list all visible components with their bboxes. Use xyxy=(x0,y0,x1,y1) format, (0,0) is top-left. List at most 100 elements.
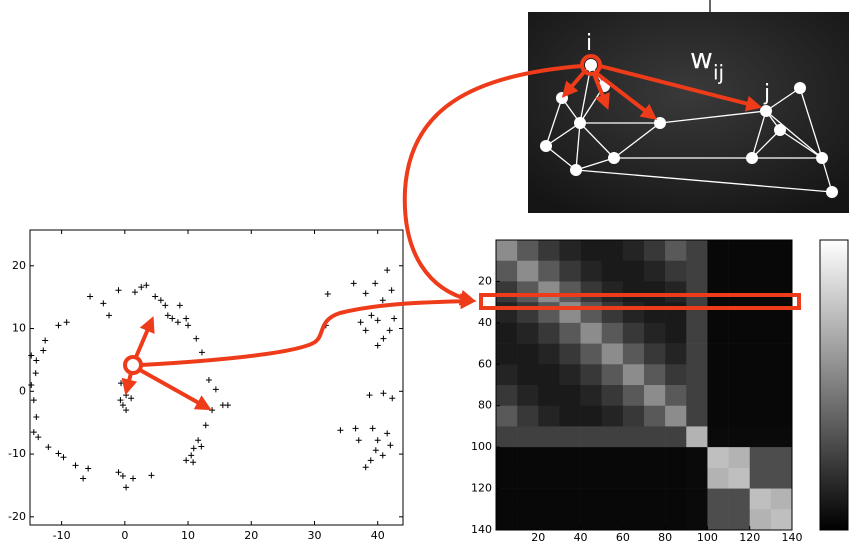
cell xyxy=(538,323,559,344)
point xyxy=(40,348,46,354)
point xyxy=(85,466,91,472)
cell xyxy=(517,426,538,447)
cell xyxy=(559,468,580,489)
cell xyxy=(496,509,517,530)
cell xyxy=(665,426,686,447)
cell xyxy=(581,240,602,261)
cell xyxy=(623,323,644,344)
point xyxy=(31,429,37,435)
cell xyxy=(623,240,644,261)
point xyxy=(61,454,67,460)
point xyxy=(177,302,183,308)
cell xyxy=(517,385,538,406)
cell xyxy=(771,509,792,530)
cell xyxy=(707,406,728,427)
point xyxy=(195,437,201,443)
cell xyxy=(581,468,602,489)
point xyxy=(42,337,48,343)
cell xyxy=(750,385,771,406)
cell xyxy=(602,364,623,385)
cell xyxy=(538,489,559,510)
cell xyxy=(623,468,644,489)
cell xyxy=(559,364,580,385)
point xyxy=(35,434,41,440)
point xyxy=(375,342,381,348)
cell xyxy=(644,364,665,385)
x-tick-label: 40 xyxy=(574,531,588,543)
point xyxy=(337,427,343,433)
cell xyxy=(538,509,559,530)
cell xyxy=(729,240,750,261)
cell xyxy=(581,385,602,406)
cell xyxy=(496,302,517,323)
point xyxy=(209,407,215,413)
cell xyxy=(623,302,644,323)
cell xyxy=(707,323,728,344)
cell xyxy=(686,344,707,365)
cell xyxy=(686,489,707,510)
cell xyxy=(707,240,728,261)
cell xyxy=(602,261,623,282)
y-tick-label: -10 xyxy=(8,447,26,460)
cell xyxy=(750,240,771,261)
cell xyxy=(707,489,728,510)
cell xyxy=(644,406,665,427)
cell xyxy=(729,302,750,323)
point xyxy=(123,484,129,490)
cell xyxy=(559,302,580,323)
point xyxy=(358,319,364,325)
cell xyxy=(581,406,602,427)
cell xyxy=(496,323,517,344)
cell xyxy=(686,509,707,530)
point xyxy=(380,297,386,303)
cell xyxy=(517,468,538,489)
cell xyxy=(538,447,559,468)
x-tick-label: -10 xyxy=(53,529,71,542)
cell xyxy=(686,302,707,323)
cell xyxy=(538,281,559,302)
cell xyxy=(602,240,623,261)
cell xyxy=(750,406,771,427)
cell xyxy=(729,509,750,530)
cell xyxy=(750,447,771,468)
cell xyxy=(686,261,707,282)
cell xyxy=(496,426,517,447)
point xyxy=(45,444,51,450)
cell xyxy=(559,509,580,530)
cell xyxy=(581,281,602,302)
cell xyxy=(729,281,750,302)
cell xyxy=(517,240,538,261)
point xyxy=(363,327,369,333)
x-tick-label: 30 xyxy=(307,529,321,542)
cell xyxy=(496,240,517,261)
point xyxy=(363,464,369,470)
cell xyxy=(559,323,580,344)
cell xyxy=(538,426,559,447)
cell xyxy=(538,468,559,489)
cell xyxy=(686,281,707,302)
cell xyxy=(665,344,686,365)
point xyxy=(28,353,34,359)
cell xyxy=(496,447,517,468)
point xyxy=(389,395,395,401)
cell xyxy=(602,323,623,344)
arrow xyxy=(140,370,206,407)
cell xyxy=(665,406,686,427)
cell xyxy=(623,509,644,530)
point xyxy=(175,319,181,325)
cell xyxy=(623,426,644,447)
cell xyxy=(644,489,665,510)
point xyxy=(80,476,86,482)
y-tick-label: -20 xyxy=(8,510,26,523)
cell xyxy=(602,468,623,489)
point xyxy=(185,322,191,328)
cell xyxy=(559,344,580,365)
cell xyxy=(750,261,771,282)
cell xyxy=(729,364,750,385)
cell xyxy=(538,406,559,427)
cell xyxy=(707,468,728,489)
node-j-label: j xyxy=(763,81,770,106)
cell xyxy=(644,281,665,302)
point xyxy=(106,312,112,318)
y-tick-label: 60 xyxy=(478,357,492,370)
